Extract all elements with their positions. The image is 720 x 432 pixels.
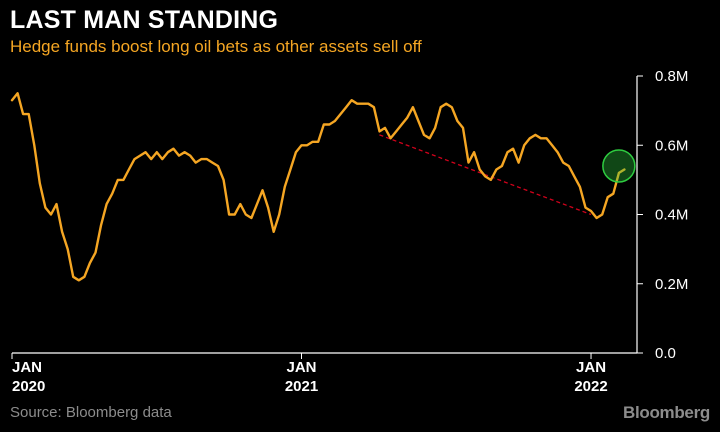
- x-tick-label-month: JAN: [287, 359, 317, 376]
- bloomberg-logo: Bloomberg: [622, 403, 710, 422]
- series-line: [10, 92, 626, 282]
- chart-title: LAST MAN STANDING: [10, 6, 279, 34]
- x-tick-label-year: 2022: [574, 378, 607, 395]
- chart-subtitle: Hedge funds boost long oil bets as other…: [10, 37, 422, 56]
- x-tick-label-month: JAN: [576, 359, 606, 376]
- y-tick-label: 0.8M: [655, 68, 688, 85]
- source-note: Source: Bloomberg data: [10, 404, 172, 421]
- x-tick-label-year: 2020: [12, 378, 45, 395]
- x-tick-label-year: 2021: [285, 378, 318, 395]
- x-tick-label-month: JAN: [12, 359, 42, 376]
- y-tick-label: 0.6M: [655, 137, 688, 154]
- y-tick-label: 0.0: [655, 345, 676, 362]
- highlight-circle: [602, 149, 636, 183]
- y-tick-label: 0.4M: [655, 207, 688, 224]
- y-tick-label: 0.2M: [655, 276, 688, 293]
